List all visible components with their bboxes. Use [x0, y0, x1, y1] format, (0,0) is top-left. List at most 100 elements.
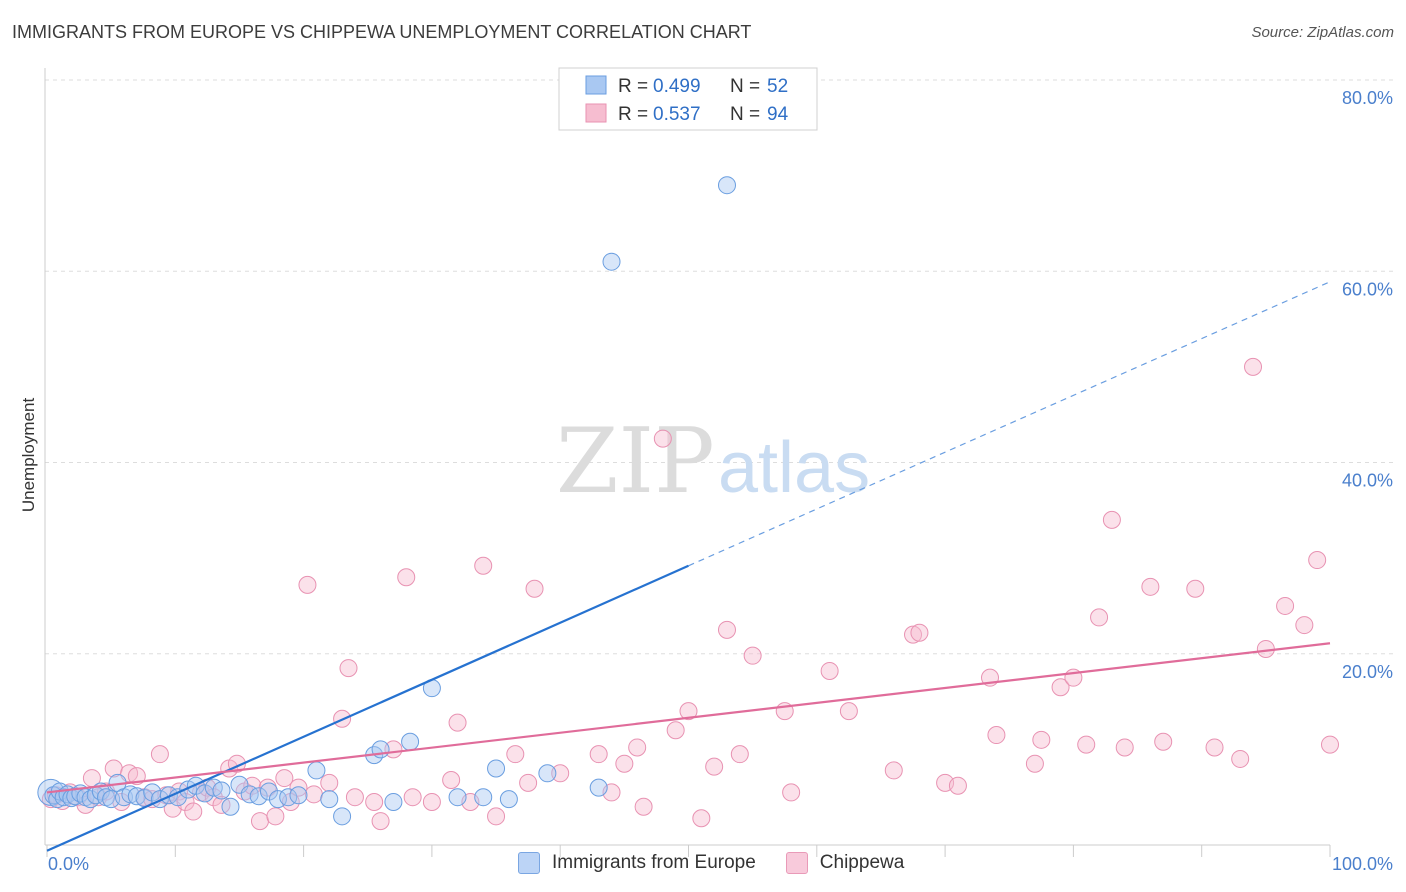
chippewa-point-64: [692, 809, 711, 828]
immigrants-point-42: [384, 792, 403, 811]
legend-n-label-2: N =: [730, 104, 760, 125]
grid-lines: [45, 79, 1393, 655]
immigrants-point-33: [259, 782, 278, 801]
chippewa-point-65: [705, 757, 724, 776]
immigrants-points: [37, 176, 736, 826]
chippewa-point-47: [442, 770, 461, 789]
immigrants-point-39: [333, 807, 352, 826]
x-tick-label-max: 100.0%: [1332, 854, 1393, 874]
chippewa-point-29: [250, 812, 269, 831]
chippewa-point-79: [987, 726, 1006, 745]
chippewa-point-62: [666, 721, 685, 740]
series-legend: Immigrants from Europe Chippewa: [518, 852, 934, 874]
chart-title: IMMIGRANTS FROM EUROPE VS CHIPPEWA UNEMP…: [12, 22, 752, 42]
immigrants-point-36: [289, 786, 308, 805]
immigrants-point-28: [212, 781, 231, 800]
legend-swatch-immigrants: [518, 852, 540, 874]
immigrants-point-31: [240, 785, 259, 804]
x-tick-label-min: 0.0%: [48, 854, 89, 874]
legend-label-immigrants: Immigrants from Europe: [552, 852, 756, 873]
legend-r-label-1: R =: [618, 76, 648, 97]
chippewa-point-91: [1205, 738, 1224, 757]
legend-swatch-pink: [585, 103, 607, 123]
chippewa-point-85: [1090, 608, 1109, 627]
immigrants-point-38: [320, 790, 339, 809]
chippewa-point-39: [339, 659, 358, 678]
y-tick-label-80: 80.0%: [1342, 88, 1393, 108]
y-axis-label: Unemployment: [19, 398, 38, 513]
chippewa-point-66: [717, 620, 736, 639]
y-tick-label-60: 60.0%: [1342, 279, 1393, 299]
y-tick-label-40: 40.0%: [1342, 471, 1393, 491]
legend-n-value-2: 94: [767, 104, 789, 125]
y-tick-labels: 20.0% 40.0% 60.0% 80.0%: [1342, 88, 1393, 682]
chippewa-point-81: [1032, 730, 1051, 749]
x-tick-marks: [46, 845, 1331, 857]
chippewa-point-90: [1186, 579, 1205, 598]
chippewa-point-80: [1025, 754, 1044, 773]
legend-swatch-blue: [585, 75, 607, 95]
chippewa-point-96: [1295, 616, 1314, 635]
chippewa-point-59: [628, 738, 647, 757]
legend-n-value-1: 52: [767, 76, 788, 97]
chippewa-point-73: [884, 761, 903, 780]
immigrants-point-47: [487, 759, 506, 778]
immigrants-point-32: [249, 787, 268, 806]
immigrants-point-7: [66, 787, 85, 806]
legend-r-value-2: 0.537: [653, 104, 701, 125]
axes: [44, 68, 1330, 846]
chippewa-point-95: [1276, 596, 1295, 615]
trend-line-immigrants: [46, 564, 689, 852]
immigrants-point-29: [221, 797, 240, 816]
chippewa-point-82: [1051, 678, 1070, 697]
watermark-zip: ZIP: [556, 409, 715, 514]
chippewa-point-63: [679, 702, 698, 721]
chippewa-point-32: [275, 769, 294, 788]
stats-legend: R = 0.499 N = 52 R = 0.537 N = 94: [558, 67, 818, 131]
immigrants-point-52: [602, 252, 621, 271]
chippewa-point-58: [615, 754, 634, 773]
legend-r-label-2: R =: [618, 104, 648, 125]
legend-item-chippewa: Chippewa: [785, 852, 905, 874]
immigrants-point-18: [127, 787, 146, 806]
chippewa-point-88: [1141, 577, 1160, 596]
chippewa-point-23: [204, 788, 223, 807]
legend-label-chippewa: Chippewa: [819, 852, 905, 873]
chippewa-point-51: [487, 807, 506, 826]
chippewa-point-97: [1308, 551, 1327, 570]
y-tick-label-20: 20.0%: [1342, 662, 1393, 682]
trend-line-chippewa: [46, 642, 1331, 794]
chippewa-point-87: [1115, 738, 1134, 757]
legend-item-immigrants: Immigrants from Europe: [518, 852, 756, 874]
legend-r-value-1: 0.499: [653, 76, 701, 97]
chippewa-point-84: [1077, 735, 1096, 754]
immigrants-point-45: [448, 788, 467, 807]
chippewa-point-31: [266, 807, 285, 826]
chippewa-point-77: [948, 776, 967, 795]
chippewa-point-15: [150, 745, 169, 764]
chippewa-point-89: [1154, 732, 1173, 751]
chippewa-point-72: [839, 702, 858, 721]
chippewa-point-24: [212, 795, 231, 814]
chippewa-point-70: [782, 783, 801, 802]
chippewa-point-68: [743, 646, 762, 665]
chippewa-point-37: [320, 773, 339, 792]
chippewa-point-60: [634, 797, 653, 816]
legend-n-label-1: N =: [730, 76, 760, 97]
chippewa-point-48: [448, 713, 467, 732]
chippewa-point-93: [1244, 357, 1263, 376]
chippewa-point-86: [1102, 510, 1121, 529]
chippewa-point-40: [345, 788, 364, 807]
chippewa-point-41: [365, 792, 384, 811]
chippewa-point-55: [551, 764, 570, 783]
chippewa-point-71: [820, 661, 839, 680]
trend-line-immigrants-extension: [688, 281, 1331, 567]
chippewa-point-50: [474, 556, 493, 575]
legend-swatch-chippewa: [785, 852, 808, 874]
chippewa-point-53: [519, 773, 538, 792]
chippewa-point-61: [653, 429, 672, 448]
chippewa-point-98: [1321, 735, 1339, 754]
immigrants-point-37: [307, 761, 326, 780]
source-credit: Source: ZipAtlas.com: [1251, 24, 1394, 41]
chippewa-point-46: [422, 792, 441, 811]
